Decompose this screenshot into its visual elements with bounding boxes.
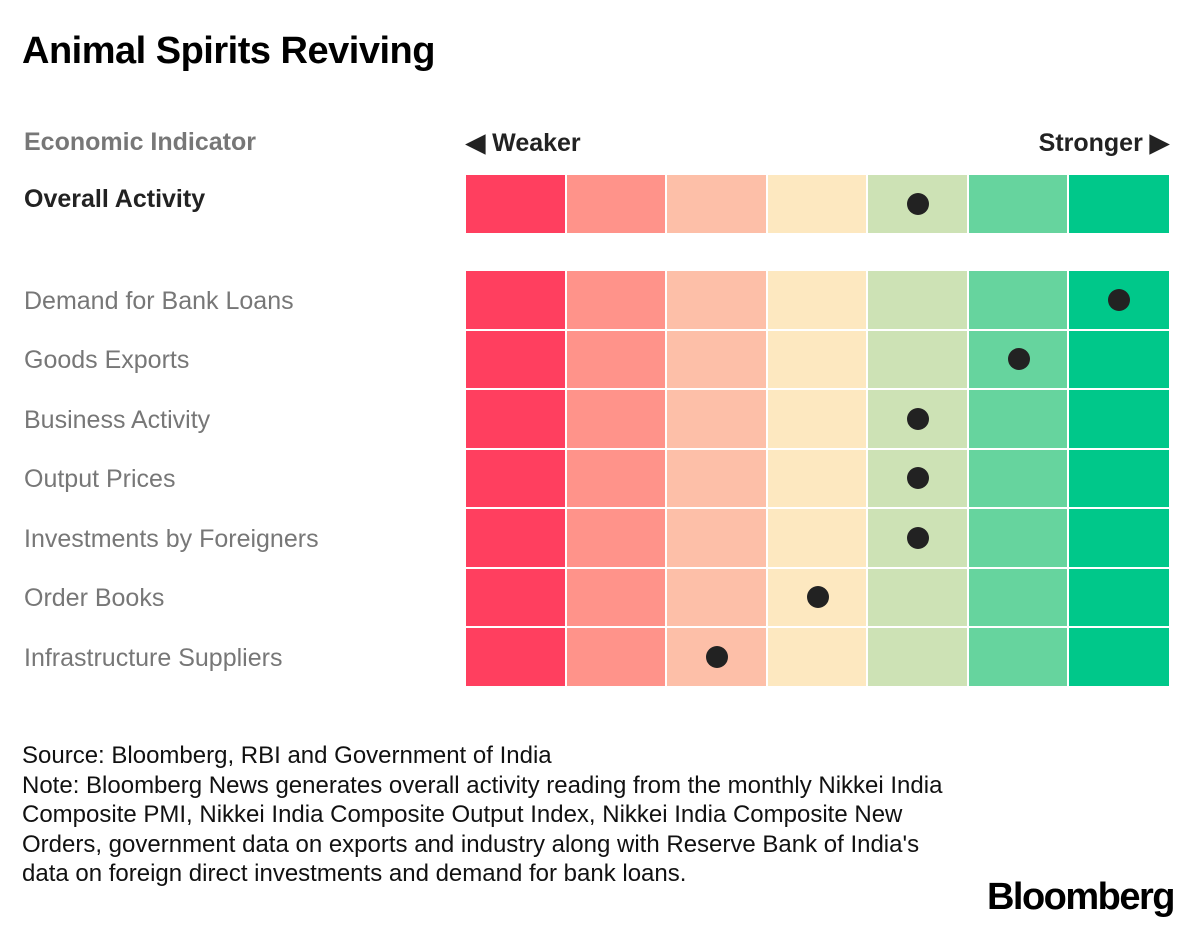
level-dot	[907, 526, 930, 549]
note-text: Note: Bloomberg News generates overall a…	[22, 771, 943, 888]
level-dot	[907, 192, 930, 215]
row-label: Demand for Bank Loans	[24, 286, 294, 315]
heatmap-cell	[1069, 568, 1169, 628]
footnotes: Source: Bloomberg, RBI and Government of…	[22, 741, 972, 889]
heatmap-cell	[667, 271, 768, 331]
heatmap-cell	[968, 390, 1069, 450]
heatmap-cell	[466, 271, 567, 331]
heatmap-cell	[968, 449, 1069, 509]
heatmap-cell	[466, 449, 567, 509]
heatmap-cell	[767, 271, 868, 331]
heatmap-cell	[466, 509, 567, 569]
heatmap-cell	[968, 628, 1069, 688]
heatmap-cell	[466, 175, 567, 235]
row-label: Output Prices	[24, 465, 176, 494]
row-label: Infrastructure Suppliers	[24, 643, 283, 672]
heatmap-cell	[466, 330, 567, 390]
heatmap-cell	[667, 175, 768, 235]
level-dot	[1108, 288, 1131, 311]
heatmap-cell	[466, 628, 567, 688]
heatmap-cell	[1069, 509, 1169, 569]
heatmap-cell	[767, 509, 868, 569]
level-dot	[907, 467, 930, 490]
heatmap-cell	[767, 330, 868, 390]
heatmap-cell	[767, 390, 868, 450]
row-label: Overall Activity	[24, 184, 206, 213]
heatmap-cell	[466, 568, 567, 628]
heatmap-cell	[968, 175, 1069, 235]
heatmap-cell	[566, 175, 667, 235]
heatmap-cell	[1069, 175, 1169, 235]
heatmap-cell	[868, 568, 969, 628]
row-label: Business Activity	[24, 405, 211, 434]
heatmap-cell	[466, 390, 567, 450]
row-label: Order Books	[24, 584, 165, 613]
stronger-label: Stronger ▶	[1038, 129, 1169, 157]
heatmap-cell	[667, 390, 768, 450]
heatmap-cell	[667, 330, 768, 390]
heatmap-cell	[1069, 390, 1169, 450]
heatmap-cell	[968, 568, 1069, 628]
heatmap-cell	[767, 449, 868, 509]
heatmap-cell	[968, 271, 1069, 331]
heatmap-cell	[566, 568, 667, 628]
bloomberg-logo: Bloomberg	[986, 876, 1176, 918]
heatmap-cell	[1069, 330, 1169, 390]
heatmap-cell	[1069, 449, 1169, 509]
chart-title: Animal Spirits Reviving	[22, 30, 435, 72]
heatmap-cell	[767, 175, 868, 235]
heatmap-cell	[566, 449, 667, 509]
weaker-label: ◀ Weaker	[466, 129, 581, 157]
level-dot	[907, 407, 930, 430]
heatmap-cell	[566, 390, 667, 450]
heatmap-cell	[566, 628, 667, 688]
heatmap-cell	[566, 509, 667, 569]
indicator-header: Economic Indicator	[24, 128, 256, 156]
heatmap-cell	[868, 628, 969, 688]
heatmap-cell	[1069, 628, 1169, 688]
level-dot	[1007, 348, 1030, 371]
heatmap-cell	[566, 271, 667, 331]
source-text: Source: Bloomberg, RBI and Government of…	[22, 742, 552, 769]
row-label: Goods Exports	[24, 346, 190, 375]
heatmap-cell	[667, 568, 768, 628]
heatmap-cell	[868, 271, 969, 331]
heatmap-cell	[566, 330, 667, 390]
heatmap-cell	[968, 509, 1069, 569]
level-dot	[806, 586, 829, 609]
heatmap-cell	[868, 330, 969, 390]
row-label: Investments by Foreigners	[24, 524, 319, 553]
heatmap-cell	[667, 449, 768, 509]
level-dot	[706, 645, 729, 668]
heatmap-cell	[667, 509, 768, 569]
heatmap-cell	[767, 628, 868, 688]
